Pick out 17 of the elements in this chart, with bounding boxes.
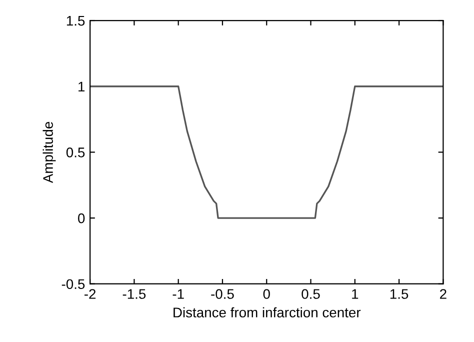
- x-tick-label: -0.5: [211, 289, 234, 299]
- x-tick-label: 1: [352, 289, 358, 299]
- y-tick-label: 1.5: [66, 16, 85, 26]
- y-axis-title: Amplitude: [42, 122, 56, 184]
- line-series: [90, 86, 444, 219]
- x-tick-label: -1: [172, 289, 184, 299]
- x-tick-label: 1.5: [390, 289, 408, 299]
- x-tick-label: -1.5: [122, 289, 146, 299]
- x-tick-label: 2: [440, 289, 446, 299]
- y-tick-label: 0.5: [66, 148, 85, 158]
- x-tick-label: -2: [84, 289, 96, 299]
- y-tick-label: 0: [78, 213, 85, 224]
- x-axis-title: Distance from infarction center: [174, 307, 361, 318]
- x-tick-label: 0: [263, 289, 270, 299]
- y-tick-label: 1: [78, 82, 85, 92]
- y-tick-label: -0.5: [62, 279, 85, 290]
- x-tick-label: 0.5: [302, 289, 320, 299]
